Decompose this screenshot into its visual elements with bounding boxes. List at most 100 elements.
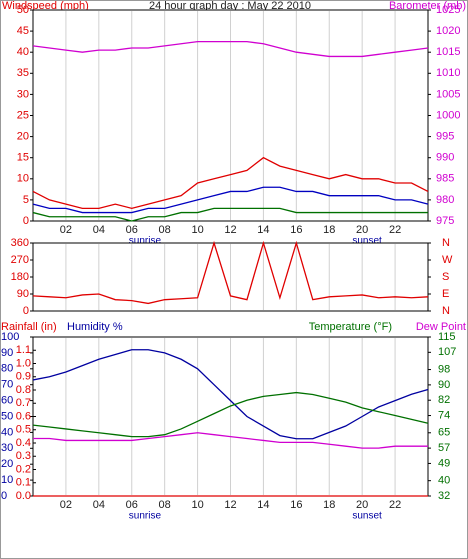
x-tick-label: 16 [290, 499, 302, 511]
tick-label: 0.2 [16, 463, 31, 475]
tick-label: 45 [17, 25, 29, 37]
tick-label: 40 [1, 426, 13, 438]
series-label: Dew Point [416, 321, 466, 333]
tick-label: N [442, 237, 450, 249]
tick-label: 1025 [436, 4, 460, 16]
y2-axis-title: Barometer (mb) [389, 0, 466, 12]
series-line [32, 240, 429, 305]
tick-label: 0.7 [16, 397, 31, 409]
x-tick-label: 10 [191, 224, 203, 236]
tick-label: W [442, 254, 453, 266]
tick-label: 990 [436, 152, 454, 164]
tick-label: 20 [1, 458, 13, 470]
annotation: sunrise [129, 236, 162, 247]
series-line [32, 156, 429, 210]
tick-label: 60 [1, 395, 13, 407]
x-tick-label: 18 [323, 224, 335, 236]
tick-label: 82 [438, 394, 450, 406]
tick-label: 15 [17, 152, 29, 164]
tick-label: 995 [436, 131, 454, 143]
tick-label: 90 [17, 288, 29, 300]
tick-label: 1.0 [16, 357, 31, 369]
tick-label: 0 [23, 305, 29, 317]
tick-label: 1005 [436, 88, 460, 100]
tick-label: 35 [17, 67, 29, 79]
x-tick-label: 02 [60, 499, 72, 511]
series-line [32, 41, 429, 58]
tick-label: 50 [17, 4, 29, 16]
tick-label: 0.3 [16, 450, 31, 462]
tick-label: 1020 [436, 25, 460, 37]
tick-label: 0.0 [16, 490, 31, 502]
tick-label: S [442, 271, 449, 283]
series-line [32, 391, 429, 438]
tick-label: 270 [11, 254, 29, 266]
series-label: Humidity % [67, 321, 123, 333]
tick-label: 32 [438, 490, 450, 502]
tick-label: 0.6 [16, 410, 31, 422]
x-tick-label: 12 [224, 499, 236, 511]
tick-label: 100 [1, 331, 19, 343]
x-tick-label: 04 [93, 499, 105, 511]
tick-label: 985 [436, 173, 454, 185]
tick-label: 107 [438, 346, 456, 358]
tick-label: 1000 [436, 109, 460, 121]
tick-label: 975 [436, 215, 454, 227]
tick-label: 180 [11, 271, 29, 283]
series-line [32, 349, 429, 440]
x-tick-label: 22 [389, 224, 401, 236]
tick-label: 0.9 [16, 371, 31, 383]
tick-label: 98 [438, 363, 450, 375]
x-tick-label: 04 [93, 224, 105, 236]
series-label: Temperature (°F) [309, 321, 392, 333]
x-tick-label: 06 [126, 224, 138, 236]
tick-label: 0.5 [16, 424, 31, 436]
tick-label: 20 [17, 131, 29, 143]
annotation: sunset [352, 511, 382, 522]
annotation: sunset [352, 236, 382, 247]
tick-label: 1010 [436, 67, 460, 79]
series-line [32, 186, 429, 214]
x-tick-label: 10 [191, 499, 203, 511]
x-tick-label: 08 [159, 224, 171, 236]
tick-label: 80 [1, 363, 13, 375]
tick-label: 10 [17, 173, 29, 185]
tick-label: 980 [436, 194, 454, 206]
series-line [33, 432, 428, 449]
tick-label: N [442, 305, 450, 317]
tick-label: 57 [438, 442, 450, 454]
chart-title: 24 hour graph day : May 22 2010 [149, 0, 311, 12]
series-line [32, 207, 428, 222]
annotation: sunrise [129, 511, 162, 522]
x-tick-label: 08 [159, 499, 171, 511]
x-tick-label: 02 [60, 224, 72, 236]
x-tick-label: 22 [389, 499, 401, 511]
tick-label: 49 [438, 457, 450, 469]
tick-label: 0.4 [16, 437, 31, 449]
tick-label: 65 [438, 427, 450, 439]
tick-label: 360 [11, 237, 29, 249]
x-tick-label: 20 [356, 224, 368, 236]
tick-label: 50 [1, 410, 13, 422]
tick-label: 74 [438, 409, 450, 421]
tick-label: 0.1 [16, 477, 31, 489]
x-tick-label: 06 [126, 499, 138, 511]
tick-label: 1.1 [16, 344, 31, 356]
x-tick-label: 20 [356, 499, 368, 511]
tick-label: E [442, 288, 449, 300]
tick-label: 30 [17, 88, 29, 100]
tick-label: 0.8 [16, 384, 31, 396]
tick-label: 40 [17, 46, 29, 58]
x-tick-label: 18 [323, 499, 335, 511]
tick-label: 25 [17, 109, 29, 121]
tick-label: 90 [1, 347, 13, 359]
x-tick-label: 14 [257, 499, 269, 511]
tick-label: 40 [438, 475, 450, 487]
tick-label: 5 [23, 194, 29, 206]
tick-label: 0 [1, 490, 7, 502]
tick-label: 115 [438, 331, 456, 343]
tick-label: 90 [438, 379, 450, 391]
y-axis-title: Windspeed (mph) [2, 0, 89, 12]
x-tick-label: 16 [290, 224, 302, 236]
